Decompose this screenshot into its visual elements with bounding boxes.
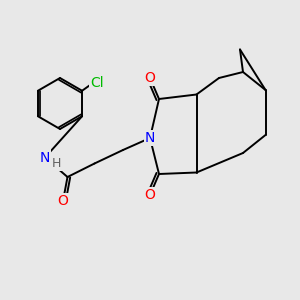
Text: N: N: [40, 151, 50, 164]
Text: O: O: [145, 188, 155, 202]
Text: Cl: Cl: [90, 76, 104, 90]
Text: H: H: [52, 157, 61, 170]
Text: N: N: [145, 131, 155, 145]
Text: O: O: [145, 71, 155, 85]
Text: O: O: [58, 194, 68, 208]
